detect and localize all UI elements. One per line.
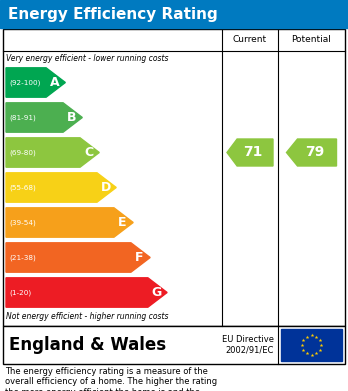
Text: F: F xyxy=(135,251,144,264)
Text: (21-38): (21-38) xyxy=(9,254,36,261)
Polygon shape xyxy=(6,68,65,97)
Bar xyxy=(281,329,342,361)
Text: G: G xyxy=(151,286,162,299)
Text: (1-20): (1-20) xyxy=(9,289,31,296)
Polygon shape xyxy=(227,139,273,166)
Polygon shape xyxy=(6,208,133,237)
Bar xyxy=(3,29,345,326)
Text: (39-54): (39-54) xyxy=(9,219,36,226)
Text: D: D xyxy=(101,181,111,194)
Text: E: E xyxy=(118,216,127,229)
Text: Current: Current xyxy=(233,36,267,45)
Text: C: C xyxy=(84,146,93,159)
Text: Potential: Potential xyxy=(292,36,331,45)
Polygon shape xyxy=(6,103,82,132)
Text: Energy Efficiency Rating: Energy Efficiency Rating xyxy=(8,7,218,22)
Text: (81-91): (81-91) xyxy=(9,114,36,121)
Text: Very energy efficient - lower running costs: Very energy efficient - lower running co… xyxy=(6,54,168,63)
Text: (55-68): (55-68) xyxy=(9,184,36,191)
Polygon shape xyxy=(6,278,167,307)
Text: England & Wales: England & Wales xyxy=(9,336,166,354)
Text: The energy efficiency rating is a measure of the
overall efficiency of a home. T: The energy efficiency rating is a measur… xyxy=(5,367,217,391)
Text: 71: 71 xyxy=(243,145,263,160)
Bar xyxy=(3,326,345,364)
Polygon shape xyxy=(6,243,150,272)
Polygon shape xyxy=(286,139,337,166)
Text: EU Directive
2002/91/EC: EU Directive 2002/91/EC xyxy=(222,335,274,355)
Text: 79: 79 xyxy=(305,145,324,160)
Text: B: B xyxy=(67,111,77,124)
Polygon shape xyxy=(6,173,116,202)
Text: A: A xyxy=(50,76,60,89)
Bar xyxy=(0,0,348,28)
Text: (92-100): (92-100) xyxy=(9,79,40,86)
Polygon shape xyxy=(6,138,99,167)
Text: (69-80): (69-80) xyxy=(9,149,36,156)
Text: Not energy efficient - higher running costs: Not energy efficient - higher running co… xyxy=(6,312,168,321)
